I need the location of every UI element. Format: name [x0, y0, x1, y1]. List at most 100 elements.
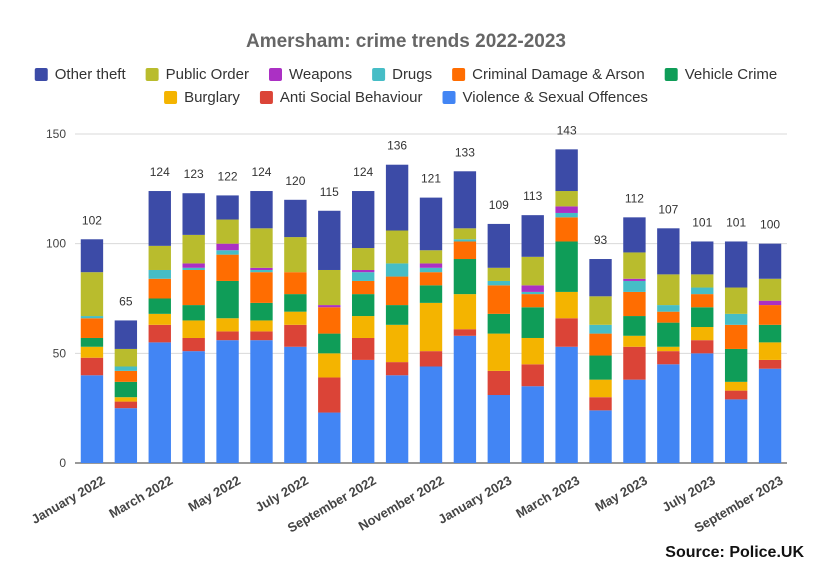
bar-segment-criminal-damage-and-arson	[250, 272, 273, 303]
bar-segment-drugs	[419, 267, 443, 273]
bar-segment-burglary	[182, 320, 205, 338]
bar-segment-public-order	[352, 248, 375, 270]
legend-item-other-theft: Other theft	[34, 66, 126, 83]
bar-segment-violence-and-sexual-offences	[182, 351, 205, 463]
bar-total-label: 65	[119, 294, 133, 308]
bar-segment-criminal-damage-and-arson	[352, 280, 375, 295]
bar-segment-public-order	[521, 256, 544, 286]
bar-segment-public-order	[419, 250, 443, 264]
bar-segment-violence-and-sexual-offences	[250, 340, 273, 463]
bar-segment-other-theft	[385, 164, 409, 231]
legend-item-violence-and-sexual-offences: Violence & Sexual Offences	[442, 89, 648, 106]
bar-segment-other-theft	[589, 259, 612, 297]
bar-segment-violence-and-sexual-offences	[352, 359, 375, 463]
bar-segment-anti-social-behaviour	[691, 340, 714, 354]
bar-segment-public-order	[589, 296, 612, 325]
bar-segment-public-order	[284, 237, 307, 273]
bar-stack	[80, 239, 104, 463]
bar-segment-anti-social-behaviour	[80, 357, 104, 376]
y-axis: 0 50 100 150	[46, 127, 66, 470]
bar-total-label: 122	[218, 169, 238, 183]
legend-item-burglary: Burglary	[164, 89, 240, 106]
bar-segment-violence-and-sexual-offences	[657, 364, 680, 463]
bar-segment-other-theft	[758, 243, 782, 279]
bar-segment-criminal-damage-and-arson	[148, 278, 171, 299]
bar-segment-criminal-damage-and-arson	[555, 217, 578, 242]
bar-stack	[521, 215, 544, 463]
bar-segment-violence-and-sexual-offences	[724, 399, 748, 463]
bar-segment-other-theft	[182, 193, 205, 235]
bar-segment-anti-social-behaviour	[352, 337, 375, 360]
bar-segment-vehicle-crime	[182, 305, 205, 321]
bar-total-label: 123	[184, 167, 204, 181]
bar-segment-drugs	[521, 291, 544, 295]
bar-stack	[487, 223, 510, 463]
bar-segment-criminal-damage-and-arson	[419, 272, 443, 286]
bar-segment-other-theft	[453, 171, 477, 229]
bar-stack	[148, 191, 171, 463]
bar-segment-other-theft	[284, 199, 307, 238]
bar-segment-drugs	[385, 263, 409, 277]
bar-stack	[419, 197, 443, 463]
bar-total-label: 102	[82, 213, 102, 227]
bar-segment-drugs	[724, 313, 748, 325]
bar-segment-vehicle-crime	[521, 307, 544, 338]
bar-segment-violence-and-sexual-offences	[385, 375, 409, 463]
x-tick-label: March 2023	[513, 473, 582, 521]
legend-swatch	[372, 68, 386, 81]
bar-segment-other-theft	[521, 215, 544, 257]
bar-segment-vehicle-crime	[758, 324, 782, 343]
x-tick-label: January 2022	[29, 473, 108, 527]
bars	[80, 149, 782, 463]
bar-total-label: 124	[150, 165, 170, 179]
legend-swatch	[664, 68, 678, 81]
bar-stack	[114, 320, 138, 463]
bar-segment-drugs	[216, 250, 239, 255]
bar-segment-vehicle-crime	[453, 259, 477, 295]
bar-stack	[589, 259, 612, 463]
bar-stack	[623, 217, 646, 463]
y-tick-label: 150	[46, 127, 66, 141]
bar-segment-burglary	[453, 294, 477, 330]
bar-segment-anti-social-behaviour	[148, 324, 171, 343]
bar-total-label: 107	[658, 202, 678, 216]
bar-segment-criminal-damage-and-arson	[657, 311, 680, 323]
bar-segment-vehicle-crime	[691, 307, 714, 328]
bar-segment-criminal-damage-and-arson	[216, 254, 239, 281]
x-tick-label: January 2023	[435, 473, 514, 527]
bar-segment-public-order	[691, 274, 714, 288]
bar-segment-public-order	[182, 234, 205, 264]
legend-label: Vehicle Crime	[685, 66, 778, 83]
bar-segment-weapons	[182, 263, 205, 268]
bar-segment-violence-and-sexual-offences	[284, 346, 307, 463]
bar-segment-drugs	[589, 324, 612, 334]
bar-segment-violence-and-sexual-offences	[148, 342, 171, 463]
bar-segment-violence-and-sexual-offences	[80, 375, 104, 463]
bar-segment-anti-social-behaviour	[623, 346, 646, 380]
legend-label: Burglary	[184, 89, 240, 106]
source-label: Source: Police.UK	[665, 544, 804, 561]
bar-segment-burglary	[657, 346, 680, 352]
bar-segment-drugs	[691, 287, 714, 295]
bar-segment-anti-social-behaviour	[216, 331, 239, 341]
bar-segment-drugs	[80, 316, 104, 319]
bar-total-label: 109	[489, 198, 509, 212]
bar-segment-drugs	[555, 212, 578, 218]
bar-segment-public-order	[623, 252, 646, 279]
bar-segment-burglary	[114, 397, 138, 402]
bar-total-label: 143	[557, 123, 577, 137]
bar-segment-criminal-damage-and-arson	[385, 276, 409, 306]
bar-total-label: 101	[726, 215, 746, 229]
legend-swatch	[145, 68, 159, 81]
bar-segment-other-theft	[352, 191, 375, 249]
bar-segment-public-order	[250, 228, 273, 268]
bar-total-label: 115	[320, 185, 339, 199]
bar-segment-burglary	[419, 302, 443, 352]
bar-stack	[284, 199, 307, 463]
bar-segment-violence-and-sexual-offences	[623, 379, 646, 463]
legend-item-weapons: Weapons	[269, 66, 352, 83]
bar-segment-other-theft	[691, 241, 714, 275]
legend-label: Criminal Damage & Arson	[472, 66, 645, 83]
